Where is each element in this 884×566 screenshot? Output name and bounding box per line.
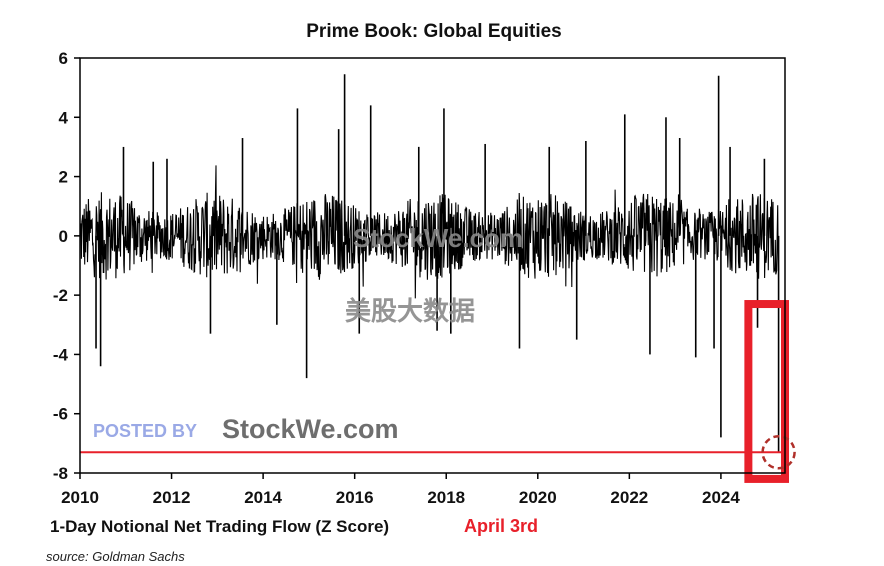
x-tick-label: 2024 [702,488,740,507]
watermark-posted-by: POSTED BY [93,421,197,441]
y-tick-label: -8 [53,464,68,483]
x-tick-label: 2010 [61,488,99,507]
y-axis: 6 4 2 0 -2 -4 -6 -8 [53,49,80,483]
date-annotation: April 3rd [464,516,538,536]
watermark-site: StockWe.com [353,223,523,253]
y-tick-label: 0 [59,227,68,246]
watermark-posted-site: StockWe.com [222,414,399,444]
x-tick-label: 2012 [153,488,191,507]
x-tick-label: 2014 [244,488,282,507]
y-tick-label: 6 [59,49,68,68]
series-line [79,165,780,299]
marked-point-circle [761,435,796,470]
y-tick-label: -6 [53,405,68,424]
watermark-chinese: 美股大数据 [345,296,475,327]
y-tick-label: -2 [53,286,68,305]
plot-area [79,74,796,483]
chart-title: Prime Book: Global Equities [306,21,562,42]
plot-frame [79,57,786,474]
x-axis-label: 1-Day Notional Net Trading Flow (Z Score… [50,517,389,536]
y-tick-label: 4 [59,108,69,127]
source-note: source: Goldman Sachs [46,549,185,564]
y-tick-label: -4 [53,345,69,364]
x-tick-label: 2016 [336,488,374,507]
y-tick-label: 2 [59,168,68,187]
x-tick-label: 2022 [610,488,648,507]
x-axis: 2010 2012 2014 2016 2018 2020 2022 2024 [61,473,740,507]
x-tick-label: 2018 [427,488,465,507]
x-tick-label: 2020 [519,488,557,507]
